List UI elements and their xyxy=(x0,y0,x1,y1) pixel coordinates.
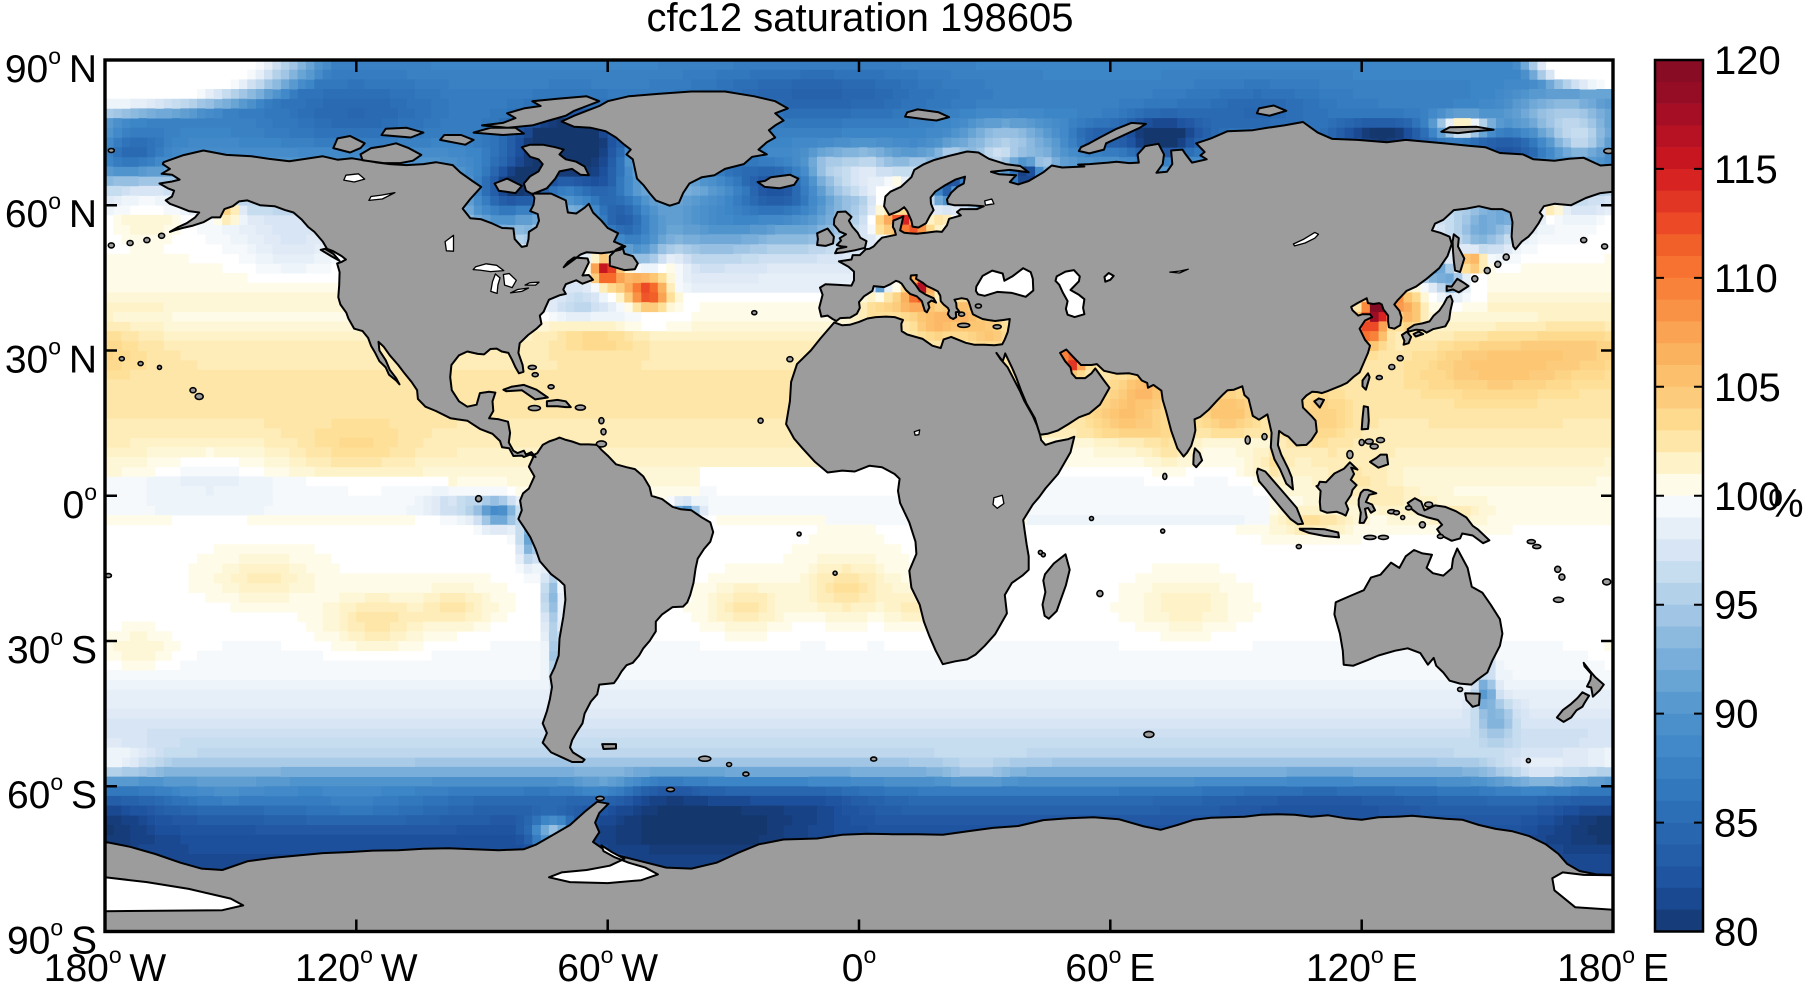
svg-text:115: 115 xyxy=(1714,148,1778,192)
svg-text:90: 90 xyxy=(1714,693,1759,737)
svg-text:120o W: 120o W xyxy=(295,942,418,984)
svg-text:60o N: 60o N xyxy=(5,188,97,236)
svg-text:80: 80 xyxy=(1714,911,1759,955)
svg-text:85: 85 xyxy=(1714,802,1759,846)
svg-text:110: 110 xyxy=(1714,257,1778,301)
svg-text:90o S: 90o S xyxy=(7,915,97,963)
svg-text:100: 100 xyxy=(1714,475,1781,519)
svg-text:180o W: 180o W xyxy=(44,942,167,984)
svg-text:cfc12 saturation 198605: cfc12 saturation 198605 xyxy=(647,0,1074,40)
svg-text:90o N: 90o N xyxy=(5,43,97,91)
svg-text:95: 95 xyxy=(1714,584,1759,628)
svg-text:60o S: 60o S xyxy=(7,769,97,817)
svg-text:120o E: 120o E xyxy=(1306,942,1418,984)
svg-text:120: 120 xyxy=(1714,39,1781,83)
svg-text:105: 105 xyxy=(1714,366,1781,410)
svg-text:%: % xyxy=(1768,482,1804,526)
svg-text:180o E: 180o E xyxy=(1557,942,1669,984)
